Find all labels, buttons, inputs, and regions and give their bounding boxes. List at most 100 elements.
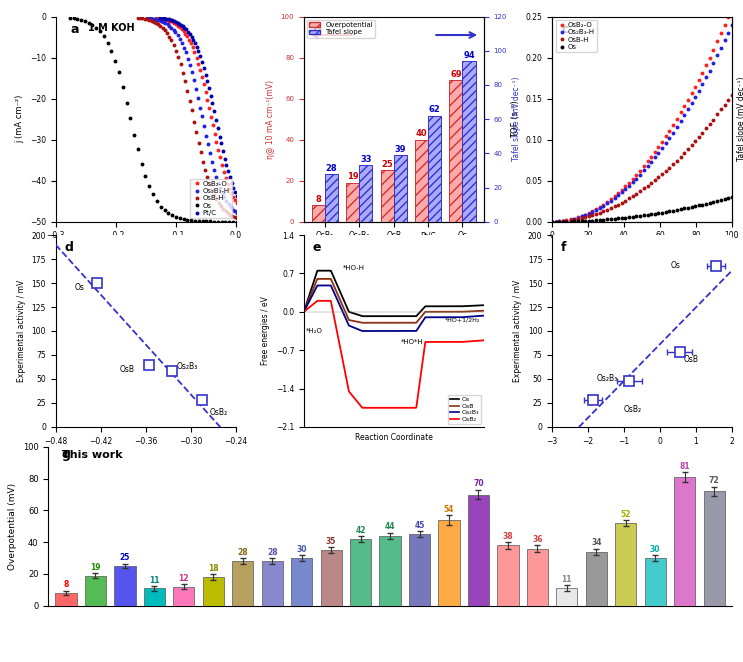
OsB: [386, 319, 395, 327]
OsB-H: [196, 148, 205, 156]
Os₂B₃-H: [566, 216, 575, 224]
OsB-H: [621, 197, 630, 205]
OsB₂-O: [178, 25, 186, 33]
Os: [632, 213, 640, 220]
OsB₂-O: [159, 15, 168, 23]
OsB-H: [226, 211, 235, 218]
Text: *HO*H: *HO*H: [400, 340, 423, 346]
Y-axis label: Free energies / eV: Free energies / eV: [261, 297, 270, 365]
Text: c: c: [561, 23, 568, 36]
Text: 30: 30: [650, 545, 661, 553]
OsB: [313, 275, 322, 283]
OsB₂-O: [705, 54, 714, 62]
OsB-H: [221, 207, 230, 215]
Line: Os₂B₃: Os₂B₃: [304, 285, 484, 331]
OsB-H: [650, 176, 659, 184]
Os₂B₃-H: [184, 54, 192, 62]
OsB₂: [358, 404, 367, 412]
Pt/C: [158, 14, 166, 22]
Text: 42: 42: [355, 526, 366, 534]
Os₂B₃: [299, 308, 308, 316]
Os₂B₃-H: [610, 194, 619, 202]
Os₂B₃-H: [716, 44, 725, 52]
Os₂B₃-H: [548, 218, 557, 226]
OsB₂-O: [610, 192, 619, 200]
OsB-H: [194, 138, 203, 146]
Y-axis label: j (mA cm⁻²): j (mA cm⁻²): [16, 95, 25, 144]
OsB: [358, 319, 367, 327]
OsB₂-O: [669, 121, 678, 129]
Os: [665, 207, 674, 215]
OsB-H: [574, 215, 583, 223]
OsB: [447, 308, 456, 316]
OsB-H: [709, 116, 718, 124]
Os: [92, 24, 101, 32]
OsB-H: [559, 217, 568, 225]
Y-axis label: Tafel slope (mV dec⁻¹): Tafel slope (mV dec⁻¹): [513, 77, 522, 162]
OsB₂-O: [233, 199, 241, 207]
Pt/C: [177, 21, 186, 28]
Pt/C: [233, 192, 241, 200]
Os₂B₃-H: [175, 35, 184, 43]
OsB₂-O: [218, 161, 227, 169]
Os₂B₃-H: [559, 217, 568, 225]
Os₂B₃-H: [200, 122, 209, 130]
Text: 28: 28: [238, 547, 248, 557]
OsB₂-O: [214, 146, 223, 154]
Os₂B₃-H: [680, 111, 689, 119]
OsB-H: [207, 186, 216, 194]
OsB-H: [215, 199, 224, 207]
Os₂B₃-H: [178, 39, 186, 47]
Text: *HO+1/2H₂: *HO+1/2H₂: [445, 317, 480, 322]
Bar: [468, 495, 489, 606]
OsB₂-O: [577, 212, 586, 220]
Text: 81: 81: [679, 462, 690, 471]
OsB₂-O: [584, 209, 593, 217]
OsB₂-O: [194, 60, 203, 68]
Os: [118, 83, 127, 91]
Os: [669, 207, 678, 214]
Os₂B₃-H: [230, 207, 239, 215]
Os: [358, 312, 367, 320]
OsB₂-O: [574, 213, 583, 221]
Os₂B₃-H: [218, 189, 227, 197]
OsB-H: [654, 173, 663, 181]
OsB₂-O: [184, 36, 193, 44]
Pt/C: [175, 20, 184, 28]
Os₂B₃-H: [727, 21, 736, 28]
Bar: [394, 155, 407, 222]
OsB₂-O: [614, 189, 623, 197]
OsB-H: [676, 153, 685, 161]
Os₂B₃-H: [701, 73, 710, 81]
Pt/C: [230, 187, 239, 195]
OsB-H: [584, 213, 593, 220]
Os: [676, 205, 685, 213]
OsB-H: [551, 218, 560, 226]
Os₂B₃-H: [171, 28, 180, 36]
OsB₂-O: [201, 88, 210, 96]
Os₂B₃-H: [584, 210, 593, 218]
Os₂B₃-H: [145, 14, 154, 22]
OsB₂-O: [551, 218, 560, 226]
Os: [88, 21, 97, 28]
OsB₂-O: [157, 15, 166, 23]
OsB₂-O: [223, 179, 232, 187]
Bar: [143, 589, 165, 606]
Os: [566, 218, 575, 226]
Os₂B₃: [479, 312, 488, 320]
X-axis label: E / V (vs.RHE): E / V (vs.RHE): [117, 246, 175, 255]
OsB₂: [386, 404, 395, 412]
OsB-H: [174, 54, 183, 62]
OsB₂: [299, 308, 308, 316]
Pt/C: [204, 84, 213, 92]
OsB₂-O: [215, 154, 224, 162]
OsB₂-O: [709, 46, 718, 54]
OsB₂-O: [183, 32, 192, 40]
Legend: OsB₂-O, Os₂B₃-H, OsB-H, Os, Pt/C: OsB₂-O, Os₂B₃-H, OsB-H, Os, Pt/C: [190, 179, 232, 218]
Bar: [85, 575, 106, 606]
Bar: [674, 477, 695, 606]
Os: [168, 212, 177, 220]
Os: [680, 205, 689, 213]
Pt/C: [212, 116, 221, 124]
Os: [407, 312, 416, 320]
